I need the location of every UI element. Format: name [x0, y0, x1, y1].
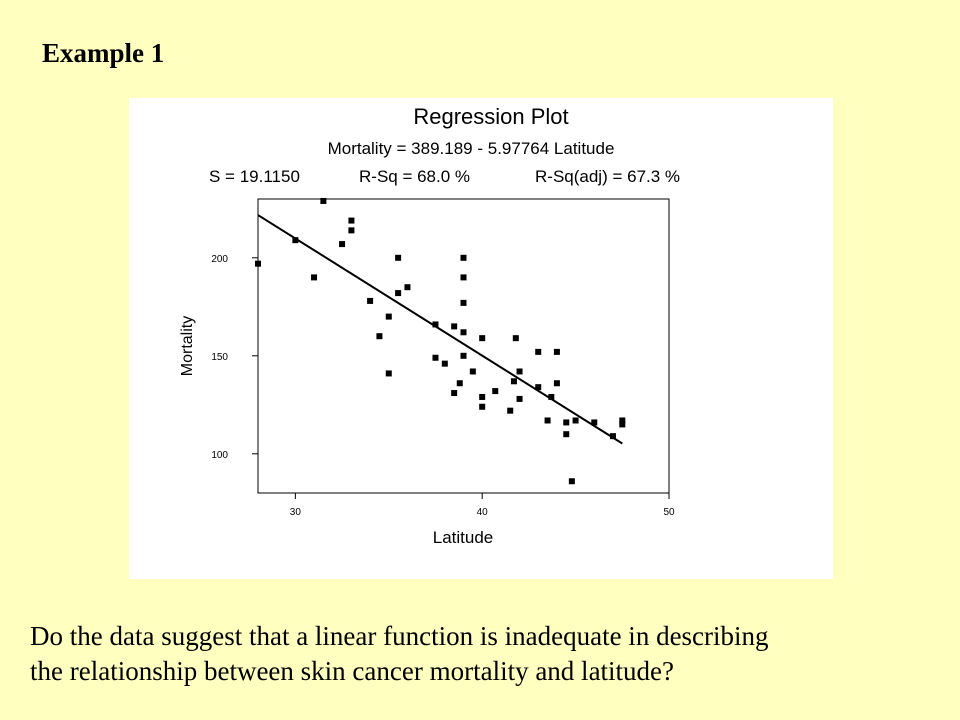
data-points — [255, 197, 626, 485]
data-point — [348, 227, 355, 234]
data-point — [292, 237, 299, 244]
data-point — [563, 419, 570, 426]
data-point — [479, 393, 486, 400]
data-point — [367, 297, 374, 304]
data-point — [395, 290, 402, 297]
data-point — [339, 241, 346, 248]
data-point — [553, 380, 560, 387]
data-point — [535, 384, 542, 391]
data-point — [568, 478, 575, 485]
data-point — [544, 417, 551, 424]
data-point — [591, 419, 598, 426]
fit-line-group — [257, 214, 623, 445]
data-point — [535, 348, 542, 355]
data-point — [492, 388, 499, 395]
question-text: Do the data suggest that a linear functi… — [30, 619, 930, 689]
y-tick-label: 200 — [211, 254, 228, 265]
data-point — [553, 348, 560, 355]
data-point — [451, 323, 458, 330]
data-point — [456, 380, 463, 387]
data-point — [619, 417, 626, 424]
data-point — [255, 260, 261, 267]
data-point — [441, 360, 448, 367]
data-point — [376, 333, 383, 340]
data-point — [460, 274, 467, 281]
chart-panel: Regression Plot Mortality = 389.189 - 5.… — [129, 98, 833, 579]
data-point — [460, 352, 467, 359]
x-axis-label: Latitude — [433, 528, 494, 547]
stat-r-sq: R-Sq = 68.0 % — [359, 167, 470, 186]
fit-line — [257, 214, 623, 445]
data-point — [516, 395, 523, 402]
axis-ticks: 30 40 50 100 150 200 — [211, 254, 675, 518]
y-tick-label: 150 — [211, 352, 228, 363]
data-point — [609, 433, 616, 440]
data-point — [320, 197, 327, 204]
data-point — [510, 378, 517, 385]
data-point — [311, 274, 318, 281]
data-point — [451, 390, 458, 397]
stat-s: S = 19.1150 — [209, 167, 300, 186]
stat-r-sq-adj: R-Sq(adj) = 67.3 % — [535, 167, 680, 186]
data-point — [348, 217, 355, 224]
x-tick-label: 50 — [663, 507, 675, 518]
data-point — [512, 335, 519, 342]
y-axis-label: Mortality — [179, 316, 196, 376]
plot-frame — [257, 198, 670, 494]
data-point — [516, 368, 523, 375]
chart-title: Regression Plot — [413, 104, 568, 129]
slide-title: Example 1 — [42, 38, 165, 68]
data-point — [479, 335, 486, 342]
data-point — [395, 254, 402, 261]
data-point — [432, 354, 439, 361]
data-point — [432, 321, 439, 328]
regression-plot: Regression Plot Mortality = 389.189 - 5.… — [179, 104, 680, 547]
data-point — [404, 284, 411, 291]
question-line-2: the relationship between skin cancer mor… — [30, 656, 675, 686]
data-point — [385, 313, 392, 320]
data-point — [563, 431, 570, 438]
data-point — [460, 254, 467, 261]
data-point — [507, 407, 514, 414]
data-point — [572, 417, 579, 424]
x-tick-label: 30 — [290, 507, 302, 518]
data-point — [479, 403, 486, 410]
question-line-1: Do the data suggest that a linear functi… — [30, 621, 769, 651]
data-point — [548, 393, 555, 400]
regression-equation: Mortality = 389.189 - 5.97764 Latitude — [328, 139, 615, 158]
data-point — [460, 329, 467, 336]
x-tick-label: 40 — [477, 507, 489, 518]
data-point — [460, 299, 467, 306]
data-point — [469, 368, 476, 375]
data-point — [619, 421, 626, 428]
y-tick-label: 100 — [211, 450, 228, 461]
data-point — [385, 370, 392, 377]
